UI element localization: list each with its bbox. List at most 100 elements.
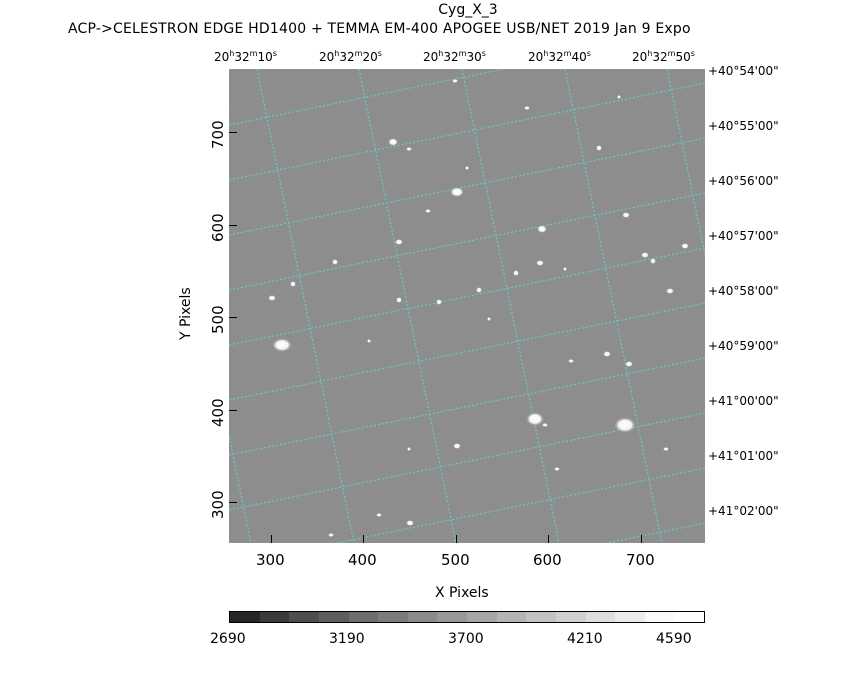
star xyxy=(513,270,519,276)
star xyxy=(603,351,611,357)
colorbar-label: 4210 xyxy=(567,631,603,647)
colorbar-segment xyxy=(378,612,408,622)
dec-label: +40°59'00" xyxy=(708,339,779,353)
x-tick xyxy=(456,535,457,543)
x-tick xyxy=(363,535,364,543)
star xyxy=(476,287,482,293)
colorbar-segment xyxy=(289,612,319,622)
star xyxy=(524,106,530,110)
colorbar-segment xyxy=(526,612,556,622)
colorbar-segment xyxy=(585,612,616,622)
dec-label: +40°57'00" xyxy=(708,229,779,243)
colorbar-segment xyxy=(348,612,379,622)
star xyxy=(395,239,403,245)
star xyxy=(614,417,636,433)
star xyxy=(450,187,464,197)
colorbar-segment xyxy=(644,612,675,622)
coordinate-grid xyxy=(229,69,705,543)
dec-label: +40°54'00" xyxy=(708,64,779,78)
colorbar-segment xyxy=(467,612,497,622)
star xyxy=(542,423,548,427)
x-tick xyxy=(271,535,272,543)
star xyxy=(436,299,442,305)
colorbar-segment xyxy=(259,612,290,622)
star xyxy=(641,252,649,258)
star xyxy=(376,513,382,517)
star xyxy=(617,95,621,99)
star xyxy=(452,79,458,83)
star xyxy=(367,339,371,343)
colorbar-segment xyxy=(496,612,527,622)
star xyxy=(406,147,412,151)
colorbar-segment xyxy=(407,612,438,622)
star xyxy=(537,225,547,233)
y-tick xyxy=(229,317,237,318)
star xyxy=(622,212,630,218)
star-field-image xyxy=(229,69,705,543)
dec-label: +41°02'00" xyxy=(708,504,779,518)
star xyxy=(487,317,491,321)
ra-label: 20h32m10s xyxy=(214,49,277,64)
intensity-colorbar xyxy=(229,611,705,623)
ra-label: 20h32m50s xyxy=(632,49,695,64)
y-tick xyxy=(229,132,237,133)
x-tick xyxy=(548,535,549,543)
star xyxy=(554,467,560,471)
ra-label: 20h32m30s xyxy=(423,49,486,64)
colorbar-segment xyxy=(437,612,467,622)
colorbar-segment xyxy=(674,612,704,622)
x-tick-label: 700 xyxy=(626,551,655,569)
star xyxy=(407,447,411,451)
star xyxy=(536,260,544,266)
x-tick-label: 500 xyxy=(441,551,470,569)
star xyxy=(596,145,602,151)
y-tick xyxy=(229,410,237,411)
y-axis-title: Y Pixels xyxy=(178,287,194,340)
dec-label: +41°01'00" xyxy=(708,449,779,463)
star xyxy=(563,267,567,271)
colorbar-segment xyxy=(230,612,260,622)
x-tick-label: 400 xyxy=(348,551,377,569)
y-tick xyxy=(229,502,237,503)
y-tick-label: 600 xyxy=(209,213,227,242)
x-tick xyxy=(641,535,642,543)
star xyxy=(406,520,414,526)
star xyxy=(453,443,461,449)
star xyxy=(332,259,338,265)
x-tick-label: 600 xyxy=(533,551,562,569)
colorbar-label: 4590 xyxy=(656,631,692,647)
colorbar-segment xyxy=(318,612,349,622)
y-tick-label: 400 xyxy=(209,398,227,427)
colorbar-label: 3700 xyxy=(448,631,484,647)
star xyxy=(666,288,674,294)
y-tick-label: 300 xyxy=(209,490,227,519)
star xyxy=(328,533,334,537)
star xyxy=(568,359,574,363)
x-tick-label: 300 xyxy=(256,551,285,569)
star xyxy=(681,243,689,249)
x-axis-title: X Pixels xyxy=(435,585,489,601)
star xyxy=(650,258,656,264)
star xyxy=(290,281,296,287)
ra-label: 20h32m20s xyxy=(319,49,382,64)
colorbar-segment xyxy=(555,612,586,622)
star xyxy=(425,209,431,213)
y-tick xyxy=(229,225,237,226)
image-subtitle: ACP->CELESTRON EDGE HD1400 + TEMMA EM-40… xyxy=(68,21,691,37)
star xyxy=(625,361,633,367)
dec-label: +40°56'00" xyxy=(708,174,779,188)
colorbar-segment xyxy=(615,612,645,622)
dec-label: +41°00'00" xyxy=(708,394,779,408)
star xyxy=(396,297,402,303)
star xyxy=(268,295,276,301)
star xyxy=(663,447,669,451)
star xyxy=(272,338,292,352)
stars xyxy=(268,79,689,537)
y-tick-label: 500 xyxy=(209,305,227,334)
y-tick-label: 700 xyxy=(209,120,227,149)
ra-label: 20h32m40s xyxy=(528,49,591,64)
star-field-overlay xyxy=(229,69,705,543)
image-title: Cyg_X_3 xyxy=(438,2,498,18)
star xyxy=(388,138,398,146)
dec-label: +40°55'00" xyxy=(708,119,779,133)
